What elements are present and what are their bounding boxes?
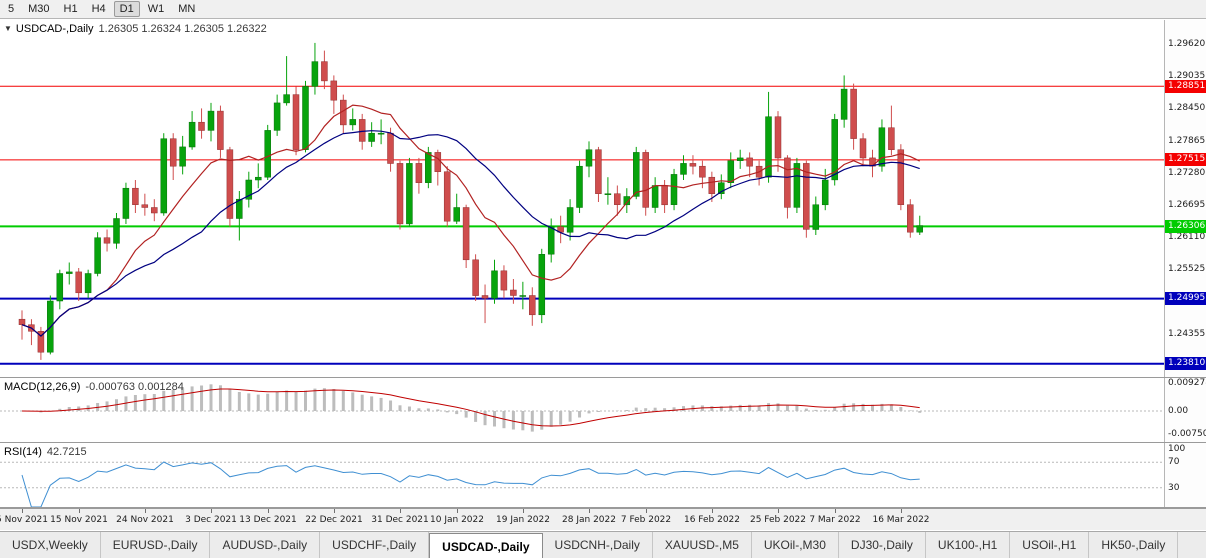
chart-symbol-label: USDCAD-,Daily: [15, 23, 94, 35]
date-axis-label: 10 Jan 2022: [430, 515, 484, 525]
price-line-badge: 1.24995: [1165, 292, 1206, 305]
date-tick: [901, 509, 902, 513]
chart-tab-usdx-weekly[interactable]: USDX,Weekly: [0, 532, 101, 558]
date-axis-label: 19 Jan 2022: [496, 515, 550, 525]
macd-axis-label: 0.00: [1168, 406, 1189, 416]
date-tick: [268, 509, 269, 513]
macd-axis-label: 0.009278: [1168, 378, 1206, 388]
date-tick: [457, 509, 458, 513]
time-axis[interactable]: 5 Nov 2021 15 Nov 2021 24 Nov 2021 3 Dec 20…: [0, 508, 1206, 530]
price-line-badge: 1.27515: [1165, 153, 1206, 166]
rsi-axis-label: 100: [1168, 444, 1186, 454]
price-line-badge: 1.28851: [1165, 80, 1206, 93]
chart-tab-uk100-h1[interactable]: UK100-,H1: [926, 532, 1011, 558]
rsi-axis-label: 30: [1168, 483, 1180, 493]
macd-plot[interactable]: [0, 378, 1164, 442]
macd-axis-label: -0.00750: [1168, 429, 1206, 439]
timeframe-toolbar: 5 M30 H1 H4 D1 W1 MN: [0, 0, 1206, 19]
date-tick: [712, 509, 713, 513]
chart-tab-dj30-daily[interactable]: DJ30-,Daily: [839, 532, 926, 558]
chart-tab-bar: USDX,Weekly EURUSD-,Daily AUDUSD-,Daily USD…: [0, 531, 1206, 558]
price-axis-label: 1.27865: [1168, 136, 1206, 146]
chart-tab-hk50-daily[interactable]: HK50-,Daily: [1089, 532, 1179, 558]
date-tick: [646, 509, 647, 513]
price-axis-label: 1.29035: [1168, 71, 1206, 81]
date-axis-label: 7 Mar 2022: [809, 515, 861, 525]
date-axis-label: 25 Feb 2022: [749, 515, 807, 525]
panel-divider: [0, 507, 1206, 508]
price-axis-label: 1.26110: [1168, 232, 1206, 242]
price-axis-label: 1.28450: [1168, 103, 1206, 113]
timeframe-button-m30[interactable]: M30: [28, 3, 50, 15]
timeframe-button-h4[interactable]: H4: [91, 3, 106, 15]
date-axis-label: 31 Dec 2021: [371, 515, 429, 525]
date-axis-label: 7 Feb 2022: [620, 515, 672, 525]
candlestick-plot[interactable]: [0, 20, 1164, 377]
chart-tab-audusd-daily[interactable]: AUDUSD-,Daily: [210, 532, 321, 558]
date-tick: [334, 509, 335, 513]
timeframe-button-d1[interactable]: D1: [113, 1, 140, 17]
date-tick: [523, 509, 524, 513]
chart-tab-usdchf-daily[interactable]: USDCHF-,Daily: [320, 532, 430, 558]
macd-title-label: MACD(12,26,9): [4, 381, 81, 393]
date-axis-label: 16 Feb 2022: [683, 515, 741, 525]
macd-values: -0.000763 0.001284: [85, 381, 184, 393]
rsi-axis[interactable]: 100 70 30: [1164, 443, 1206, 507]
panel-divider: [0, 377, 1206, 378]
rsi-plot[interactable]: [0, 443, 1164, 507]
price-line-badge: 1.23810: [1165, 357, 1206, 370]
panel-divider: [0, 442, 1206, 443]
chart-tab-usdcad-daily[interactable]: USDCAD-,Daily: [429, 533, 543, 558]
price-axis[interactable]: 1.29620 1.29035 1.28450 1.27865 1.27280 1.266…: [1164, 20, 1206, 377]
macd-panel: MACD(12,26,9) -0.000763 0.001284 0.009278…: [0, 378, 1206, 442]
date-tick: [79, 509, 80, 513]
date-axis-label: 16 Mar 2022: [872, 515, 930, 525]
timeframe-button-w1[interactable]: W1: [147, 3, 165, 15]
macd-header: MACD(12,26,9) -0.000763 0.001284: [4, 381, 184, 393]
price-axis-label: 1.29620: [1168, 39, 1206, 49]
collapse-chart-icon[interactable]: ▼: [4, 24, 12, 33]
date-axis-label: 24 Nov 2021: [116, 515, 174, 525]
rsi-panel: RSI(14) 42.7215 100 70 30: [0, 443, 1206, 507]
date-tick: [778, 509, 779, 513]
price-axis-label: 1.24355: [1168, 329, 1206, 339]
chart-ohlc-values: 1.26305 1.26324 1.26305 1.26322: [98, 23, 267, 35]
date-axis-label: 5 Nov 2021: [0, 515, 48, 525]
date-axis-label: 15 Nov 2021: [50, 515, 108, 525]
chart-tab-usdcnh-daily[interactable]: USDCNH-,Daily: [543, 532, 653, 558]
macd-axis[interactable]: 0.009278 0.00 -0.00750: [1164, 378, 1206, 442]
chart-tab-eurusd-daily[interactable]: EURUSD-,Daily: [101, 532, 211, 558]
price-line-badge: 1.26306: [1165, 220, 1206, 233]
date-tick: [22, 509, 23, 513]
chart-header: ▼ USDCAD-,Daily 1.26305 1.26324 1.26305 1.…: [4, 23, 267, 35]
chart-tab-xauusd-m5[interactable]: XAUUSD-,M5: [653, 532, 752, 558]
date-tick: [145, 509, 146, 513]
date-tick: [835, 509, 836, 513]
rsi-header: RSI(14) 42.7215: [4, 446, 87, 458]
timeframe-button-5[interactable]: 5: [8, 3, 15, 15]
date-axis-label: 3 Dec 2021: [185, 515, 237, 525]
price-axis-label: 1.25525: [1168, 264, 1206, 274]
rsi-value: 42.7215: [46, 446, 87, 458]
date-axis-label: 28 Jan 2022: [562, 515, 616, 525]
date-tick: [211, 509, 212, 513]
timeframe-button-h1[interactable]: H1: [63, 3, 78, 15]
date-tick: [400, 509, 401, 513]
timeframe-button-mn[interactable]: MN: [178, 3, 196, 15]
chart-tab-ukoil-m30[interactable]: UKOil-,M30: [752, 532, 839, 558]
date-tick: [589, 509, 590, 513]
date-axis-label: 22 Dec 2021: [305, 515, 363, 525]
main-chart-panel: ▼ USDCAD-,Daily 1.26305 1.26324 1.26305 1.…: [0, 20, 1206, 377]
price-axis-label: 1.26695: [1168, 200, 1206, 210]
rsi-axis-label: 70: [1168, 457, 1180, 467]
date-axis-label: 13 Dec 2021: [239, 515, 297, 525]
price-axis-label: 1.27280: [1168, 168, 1206, 178]
rsi-title-label: RSI(14): [4, 446, 42, 458]
chart-tab-usoil-h1[interactable]: USOil-,H1: [1010, 532, 1090, 558]
